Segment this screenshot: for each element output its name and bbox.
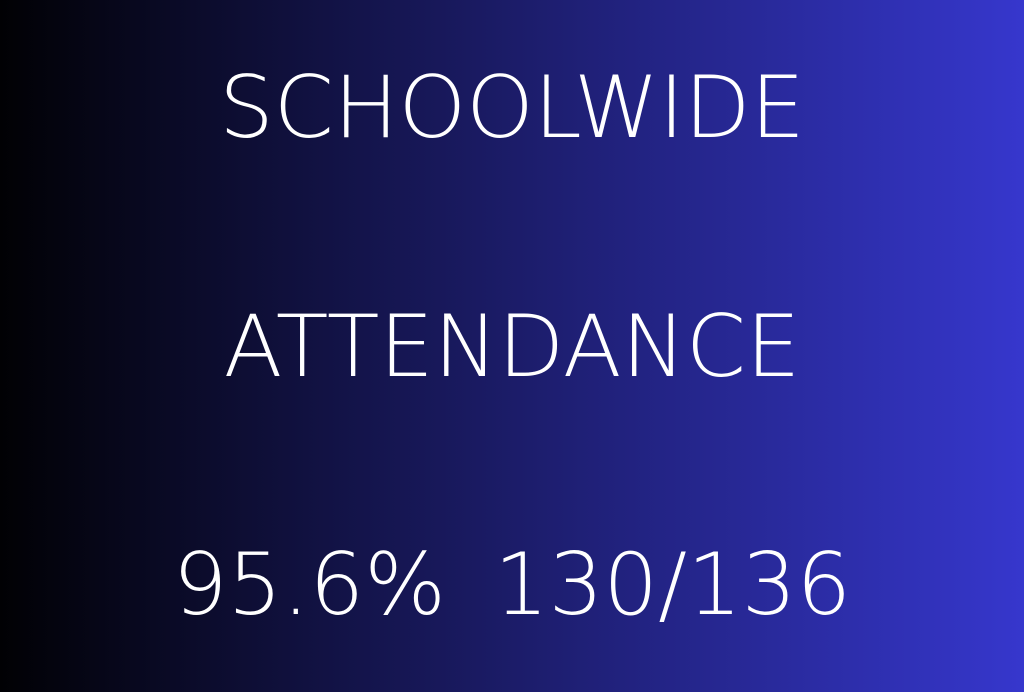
title-line-schoolwide: SCHOOLWIDE	[219, 58, 805, 158]
attendance-fraction-value: 130/136	[493, 535, 852, 635]
attendance-metrics-line: 95.6% 130/136	[0, 542, 1024, 628]
title-line-attendance: ATTENDANCE	[223, 297, 801, 397]
attendance-percent-value: 95.6%	[172, 535, 446, 635]
